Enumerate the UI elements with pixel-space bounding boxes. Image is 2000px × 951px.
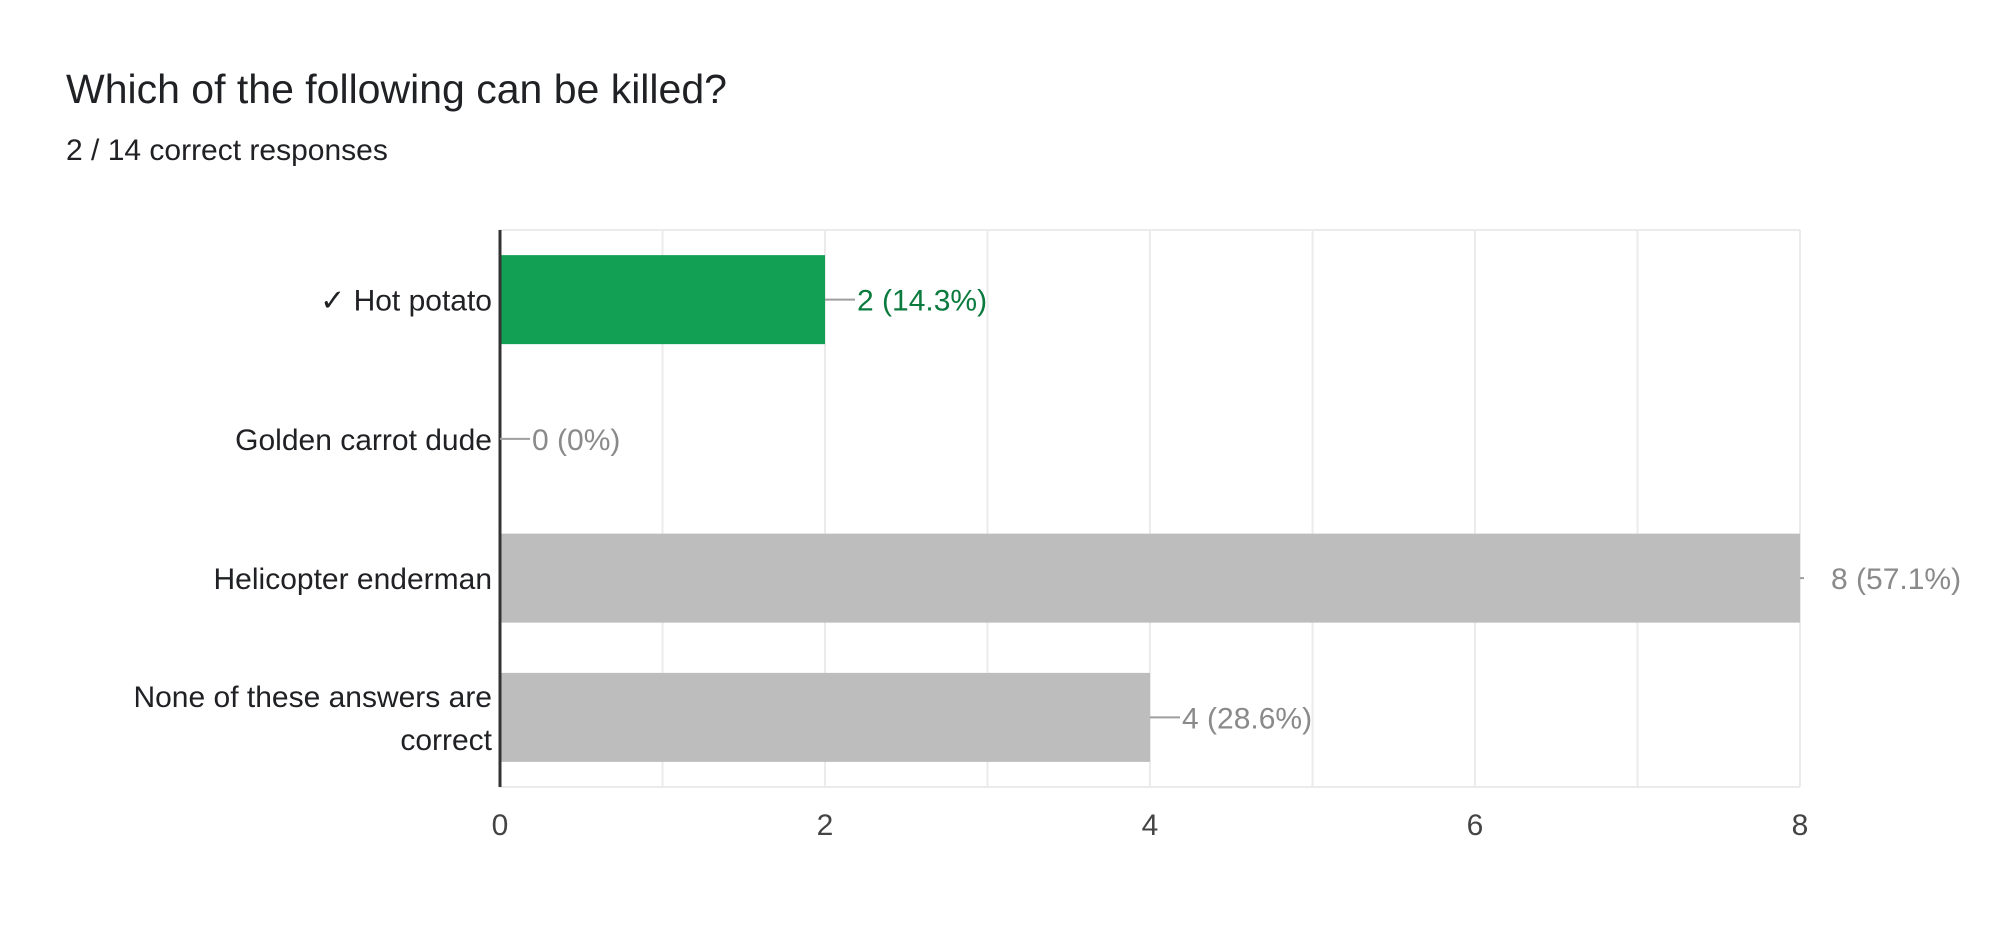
value-label-3: 4 (28.6%)	[1182, 702, 1312, 735]
category-label-1: Golden carrot dude	[235, 424, 492, 457]
bar-3	[500, 672, 1150, 762]
question-title: Which of the following can be killed?	[66, 66, 727, 112]
value-label-1: 0 (0%)	[532, 424, 620, 457]
value-label-2: 8 (57.1%)	[1831, 563, 1961, 596]
chart-bars	[500, 255, 1800, 762]
value-label-0: 2 (14.3%)	[857, 285, 987, 318]
correct-responses-summary: 2 / 14 correct responses	[66, 134, 388, 167]
x-tick-label-2: 2	[817, 809, 834, 842]
category-label-3-line-1: correct	[400, 724, 492, 757]
x-tick-label-8: 8	[1792, 809, 1809, 842]
bar-0	[500, 255, 825, 345]
bar-2	[500, 533, 1800, 623]
x-tick-label-0: 0	[492, 809, 509, 842]
chart-labels: 2 (14.3%) ✓ Hot potato 0 (0%) Golden carrot…	[133, 285, 1961, 842]
category-label-3-line-0: None of these answers are	[133, 681, 492, 714]
x-tick-label-4: 4	[1142, 809, 1159, 842]
category-label-2: Helicopter enderman	[214, 563, 492, 596]
category-label-0: ✓ Hot potato	[320, 285, 492, 318]
x-tick-label-6: 6	[1467, 809, 1484, 842]
